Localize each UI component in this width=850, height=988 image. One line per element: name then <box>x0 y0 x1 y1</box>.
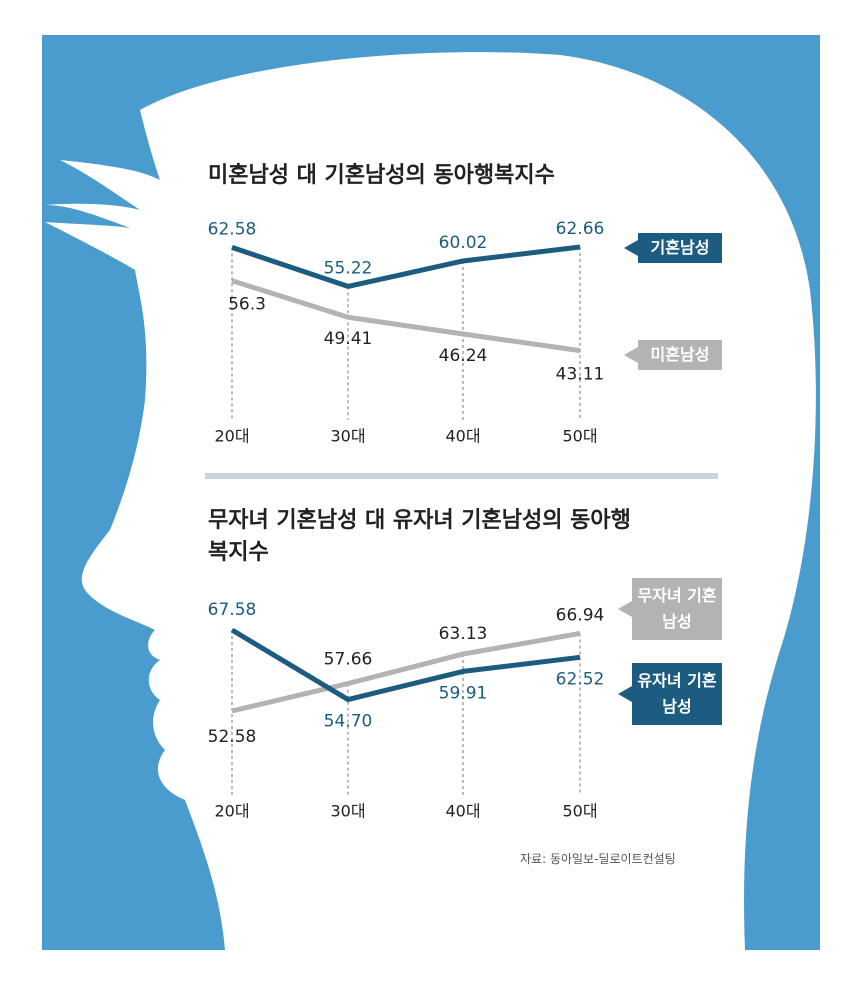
data-label: 49.41 <box>324 329 373 349</box>
legend-label: 기혼남성 <box>650 238 710 257</box>
head-silhouette <box>45 52 816 950</box>
series-line <box>230 627 581 703</box>
x-tick-label: 30대 <box>330 427 365 446</box>
data-label: 43.11 <box>556 365 605 385</box>
data-label: 62.58 <box>208 219 257 239</box>
data-label: 52.58 <box>208 727 257 747</box>
source: 자료: 동아일보-딜로이트컨설팅 <box>520 852 676 866</box>
data-label: 62.52 <box>556 669 605 689</box>
chart-title: 무자녀 기혼남성 대 유자녀 기혼남성의 동아행복지수 <box>208 508 631 565</box>
legend-pointer <box>624 240 638 256</box>
legend-label: 유자녀 기혼남성 <box>637 671 717 716</box>
data-label: 46.24 <box>439 346 488 366</box>
data-label: 55.22 <box>324 258 373 278</box>
x-tick-label: 50대 <box>562 802 597 821</box>
data-label: 57.66 <box>324 650 373 670</box>
legend-swatch <box>632 663 722 725</box>
legend-pointer <box>624 347 638 363</box>
data-label: 54.70 <box>324 712 373 732</box>
series-line <box>231 278 581 354</box>
legend-pointer <box>618 601 632 617</box>
data-label: 59.91 <box>439 683 488 703</box>
legend-swatch <box>632 578 722 640</box>
data-label: 66.94 <box>556 605 605 625</box>
data-label: 67.58 <box>208 600 257 620</box>
chart-title: 미혼남성 대 기혼남성의 동아행복지수 <box>208 163 555 188</box>
x-tick-label: 30대 <box>330 802 365 821</box>
legend-swatch <box>638 340 722 370</box>
data-label: 63.13 <box>439 624 488 644</box>
data-label: 62.66 <box>556 219 605 239</box>
series-line <box>231 630 581 714</box>
legend-pointer <box>618 686 632 702</box>
x-tick-label: 40대 <box>445 427 480 446</box>
series-line <box>231 244 581 289</box>
legend-label: 무자녀 기혼남성 <box>637 586 717 631</box>
legend-label: 미혼남성 <box>650 345 710 364</box>
x-tick-label: 20대 <box>214 427 249 446</box>
x-tick-label: 40대 <box>445 802 480 821</box>
data-label: 60.02 <box>439 233 488 253</box>
legend-swatch <box>638 233 722 263</box>
x-tick-label: 20대 <box>214 802 249 821</box>
data-label: 56.3 <box>228 295 266 315</box>
x-tick-label: 50대 <box>562 427 597 446</box>
